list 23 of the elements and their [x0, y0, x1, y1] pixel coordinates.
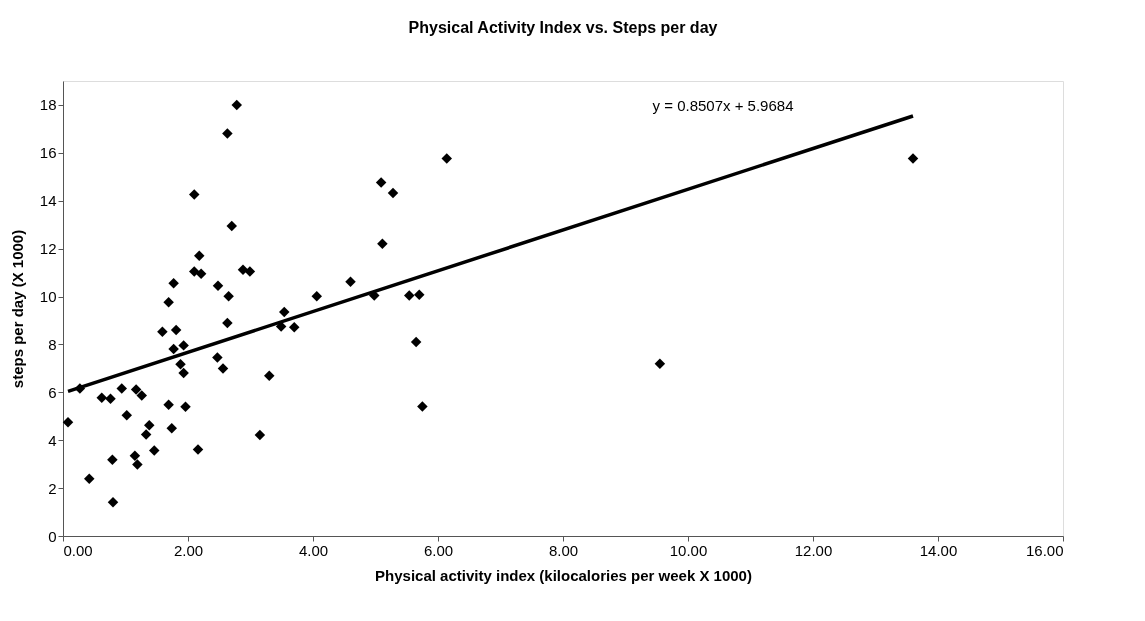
x-tick-label: 4.00 — [298, 541, 329, 559]
x-tick-label: 10.00 — [669, 541, 708, 559]
y-tick-label: 0 — [48, 527, 57, 545]
x-tick-label: 2.00 — [173, 541, 204, 559]
y-tick-label: 10 — [39, 288, 57, 306]
y-tick-label: 14 — [39, 192, 57, 210]
x-tick-label: 8.00 — [548, 541, 579, 559]
y-tick-label: 6 — [48, 383, 57, 401]
y-tick-label: 12 — [39, 240, 57, 258]
y-tick-label: 16 — [39, 144, 57, 162]
y-tick-label: 18 — [39, 96, 57, 114]
y-tick-label: 4 — [48, 431, 57, 449]
chart-title: Physical Activity Index vs. Steps per day — [408, 19, 718, 36]
x-tick-label: 6.00 — [423, 541, 454, 559]
x-tick-label: 14.00 — [919, 541, 958, 559]
y-tick-label: 8 — [48, 335, 57, 353]
x-tick-label: 16.00 — [1025, 541, 1064, 559]
x-axis-title: Physical activity index (kilocalories per week X 1000) — [375, 566, 752, 584]
x-tick-label: 12.00 — [794, 541, 833, 559]
annotation: y = 0.8507x + 5.9684 — [652, 97, 794, 114]
x-tick-label: 0.00 — [63, 541, 93, 559]
y-axis-title: steps per day (X 1000) — [8, 229, 26, 389]
y-tick-label: 2 — [48, 479, 57, 497]
